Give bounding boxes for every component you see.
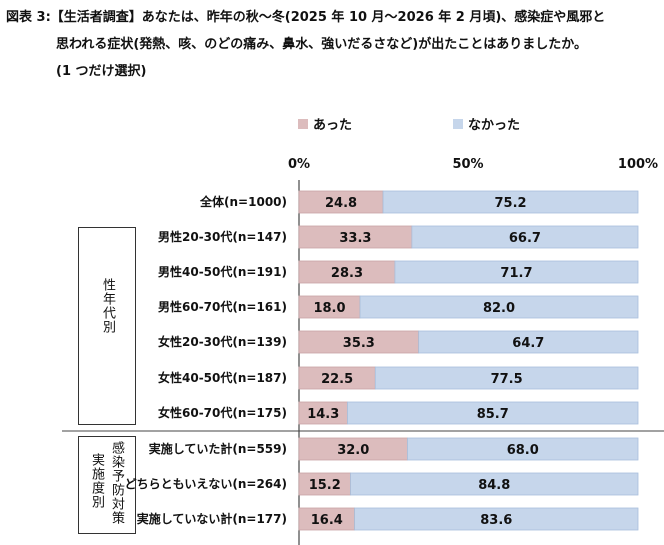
row-label: 全体(n=1000) [200,195,287,209]
data-label-no: 68.0 [507,443,539,458]
data-label-yes: 24.8 [325,196,357,211]
bar-segment-no [347,401,639,425]
row-label: 女性60-70代(n=175) [158,406,287,420]
legend-label-yes: あった [313,118,353,133]
row-label: 実施していた計(n=559) [148,442,287,456]
bar-segment-no [374,366,639,390]
data-label-yes: 22.5 [321,372,353,387]
bar-segment-no [411,225,639,249]
data-label-no: 64.7 [512,336,544,351]
data-label-no: 82.0 [483,301,515,316]
row-label: 男性60-70代(n=161) [158,300,287,314]
data-label-yes: 15.2 [309,478,341,493]
group-label-age-gender: 性年代別 [100,278,115,334]
chart-title-line-3: (1 つだけ選択) [56,64,147,79]
bar-segment-no [418,330,639,354]
group-label-prevention-2: 実施度別 [89,453,104,509]
legend-swatch-yes [298,118,308,129]
bar-segment-no [354,507,639,531]
legend-swatch-no [453,118,463,129]
data-label-yes: 14.3 [307,407,339,422]
data-label-yes: 18.0 [313,301,345,316]
chart-title-line-1: 図表 3:【生活者調査】あなたは、昨年の秋～冬(2025 年 10 月～2026… [6,10,606,25]
data-label-no: 84.8 [478,478,510,493]
row-label: 実施していない計(n=177) [136,512,287,526]
group-label-prevention-1: 感染予防対策 [109,441,124,525]
data-label-yes: 16.4 [311,513,343,528]
legend-item-yes: あった [298,114,352,133]
group-box-prevention [78,436,136,534]
row-label: 男性40-50代(n=191) [158,265,287,279]
x-tick-0: 0% [287,157,311,172]
bar-segment-no [382,190,639,214]
data-label-yes: 33.3 [339,231,371,246]
bar-segment-no [359,295,639,319]
data-label-no: 85.7 [477,407,509,422]
data-label-no: 75.2 [494,196,526,211]
data-label-no: 83.6 [480,513,512,528]
legend-item-no: なかった [453,114,520,133]
x-tick-50: 50% [452,157,484,172]
data-label-yes: 28.3 [331,266,363,281]
x-tick-100: 100% [617,157,659,172]
row-label: 女性20-30代(n=139) [158,335,287,349]
data-label-no: 71.7 [500,266,532,281]
row-label: 男性20-30代(n=147) [158,230,287,244]
row-label: どちらともいえない(n=264) [124,477,287,491]
bar-segment-no [350,472,639,496]
data-label-yes: 32.0 [337,443,369,458]
data-label-no: 77.5 [491,372,523,387]
bar-segment-no [394,260,639,284]
legend-label-no: なかった [468,118,521,133]
data-label-no: 66.7 [509,231,541,246]
data-label-yes: 35.3 [343,336,375,351]
row-label: 女性40-50代(n=187) [158,371,287,385]
group-box-age-gender [78,227,136,425]
bar-segment-no [407,437,639,461]
chart-title-line-2: 思われる症状(発熱、咳、のどの痛み、鼻水、強いだるさなど)が出たことはありました… [56,37,587,52]
